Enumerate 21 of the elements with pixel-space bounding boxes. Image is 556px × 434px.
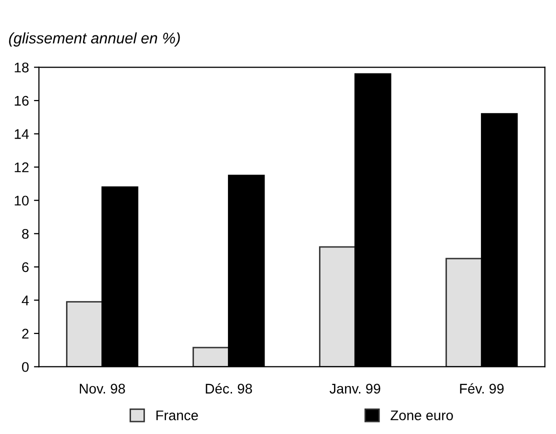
x-tick-label: Fév. 99 — [460, 383, 504, 394]
x-tick-label: Déc. 98 — [206, 383, 252, 394]
bar — [319, 246, 356, 367]
y-tick-label: 2 — [22, 328, 28, 338]
y-tick-label: 6 — [22, 262, 29, 272]
legend-label: France — [156, 410, 198, 420]
chart-title: (glissement annuel en %) — [9, 32, 180, 47]
y-tick-label: 10 — [14, 196, 29, 206]
y-tick-label: 4 — [22, 296, 29, 306]
y-tick-label: 8 — [22, 228, 29, 239]
y-tick-label: 12 — [14, 162, 28, 172]
y-tick-label: 18 — [14, 62, 29, 72]
bar — [192, 346, 230, 367]
x-tick-label: Nov. 98 — [80, 384, 125, 394]
bar — [446, 258, 482, 367]
y-tick-label: 0 — [22, 362, 29, 372]
y-tick-label: 16 — [14, 96, 29, 106]
bar — [66, 301, 103, 367]
y-tick-label: 14 — [14, 129, 29, 139]
x-tick-label: Janv. 99 — [330, 384, 380, 394]
legend-label: Zone euro — [390, 410, 453, 420]
